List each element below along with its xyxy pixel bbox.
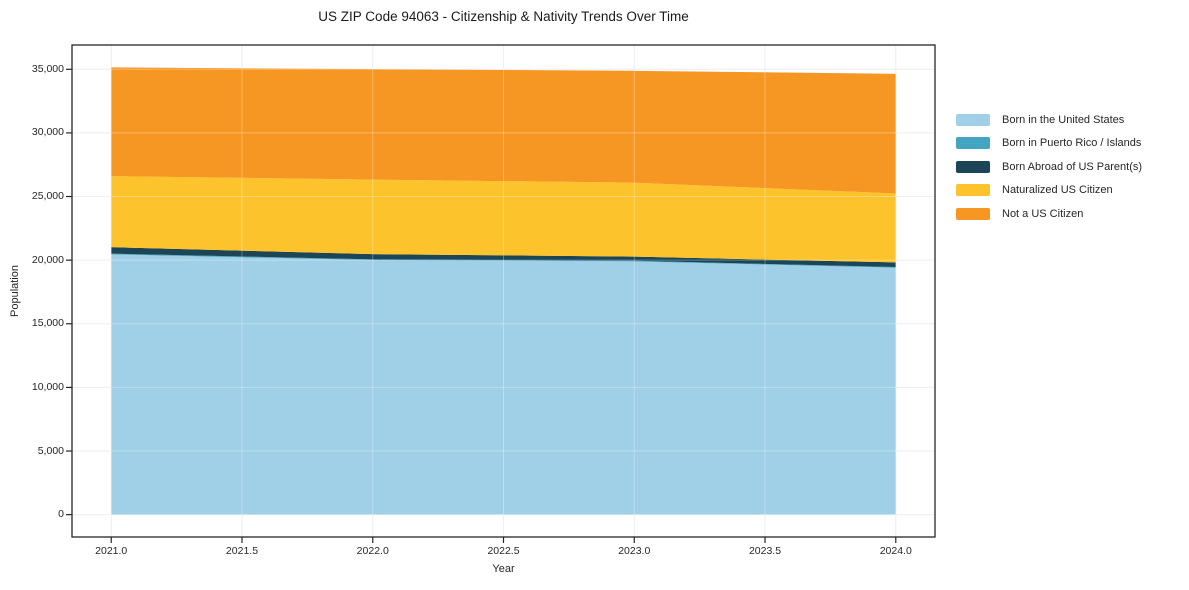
y-tick-label: 30,000 (31, 126, 64, 139)
y-tick-label: 15,000 (31, 317, 64, 330)
plot-border (71, 44, 936, 538)
legend-swatch-icon (956, 113, 990, 126)
y-axis-label: Population (9, 265, 21, 317)
legend-swatch-icon (956, 137, 990, 150)
x-tick-label: 2022.5 (487, 545, 520, 557)
area-series (111, 253, 896, 268)
y-tick-label: 20,000 (31, 253, 64, 266)
legend-item: Born Abroad of US Parent(s) (956, 155, 1142, 179)
legend: Born in the United States Born in Puerto … (956, 108, 1142, 226)
x-tick-label: 2023.0 (618, 545, 651, 557)
y-tick-label: 35,000 (31, 62, 64, 75)
x-axis-label: Year (492, 563, 515, 575)
legend-label: Not a US Citizen (1002, 207, 1084, 220)
x-tick-label: 2024.0 (879, 545, 912, 557)
legend-item: Naturalized US Citizen (956, 179, 1142, 203)
area-series (111, 67, 896, 194)
chart-title: US ZIP Code 94063 - Citizenship & Nativi… (318, 9, 689, 24)
legend-label: Born in Puerto Rico / Islands (1002, 137, 1142, 150)
y-tick-label: 0 (58, 508, 64, 521)
legend-item: Born in Puerto Rico / Islands (956, 132, 1142, 156)
legend-item: Born in the United States (956, 108, 1142, 132)
legend-swatch-icon (956, 160, 990, 173)
y-tick-label: 5,000 (37, 444, 64, 457)
y-tick-label: 10,000 (31, 380, 64, 393)
x-tick-label: 2021.5 (225, 545, 259, 557)
x-tick-label: 2023.5 (748, 545, 782, 557)
legend-swatch-icon (956, 207, 990, 220)
legend-label: Naturalized US Citizen (1002, 184, 1113, 197)
area-series (111, 254, 896, 515)
area-series (111, 176, 896, 263)
legend-item: Not a US Citizen (956, 202, 1142, 226)
legend-label: Born Abroad of US Parent(s) (1002, 160, 1143, 173)
x-tick-label: 2021.0 (95, 545, 128, 557)
y-tick-label: 25,000 (31, 190, 64, 203)
legend-label: Born in the United States (1002, 113, 1125, 126)
x-tick-label: 2022.0 (356, 545, 389, 557)
legend-swatch-icon (956, 184, 990, 197)
area-series (111, 247, 896, 268)
